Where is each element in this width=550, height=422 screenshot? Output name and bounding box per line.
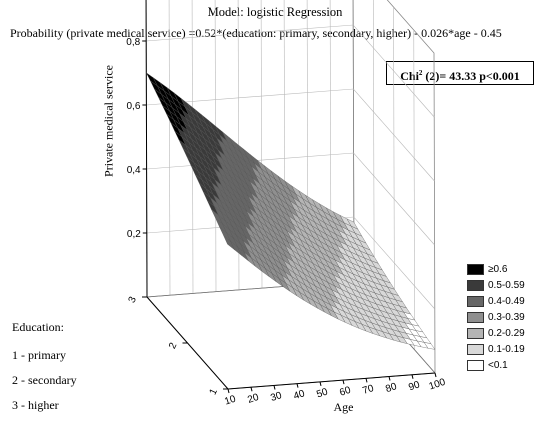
x-tick-label: 80 xyxy=(384,381,398,395)
x-tick-mark xyxy=(388,376,391,381)
x-tick-mark xyxy=(296,383,299,388)
legend-label: 0.3-0.39 xyxy=(488,311,525,323)
z-axis-line xyxy=(145,0,148,298)
legend-label: 0.1-0.19 xyxy=(488,343,525,355)
education-item-primary: 1 - primary xyxy=(12,348,66,362)
x-tick-mark xyxy=(342,379,345,385)
x-tick-mark xyxy=(273,385,276,390)
x-axis-title: Age xyxy=(334,400,354,414)
y-tick-label: 2 xyxy=(167,341,180,351)
x-tick-label: 20 xyxy=(246,392,260,406)
legend-swatch xyxy=(467,263,484,275)
legend-item: <0.1 xyxy=(467,357,525,373)
stat-prefix: Chi xyxy=(400,69,419,83)
z-tick-label: 0,4 xyxy=(127,165,141,176)
education-item-secondary: 2 - secondary xyxy=(12,373,77,387)
legend-label: 0.5-0.59 xyxy=(488,279,525,291)
education-item-higher: 3 - higher xyxy=(12,398,59,412)
side-wall-gridline xyxy=(393,6,395,328)
z-tick-label: 0,2 xyxy=(127,229,141,240)
legend-item: 0.4-0.49 xyxy=(467,293,525,309)
x-tick-label: 100 xyxy=(428,377,448,393)
stat-text: (2)= 43.33 p<0.001 xyxy=(422,69,520,83)
color-legend: ≥0.6 0.5-0.59 0.4-0.49 0.3-0.39 0.2-0.29… xyxy=(467,261,525,373)
legend-swatch xyxy=(467,359,484,371)
x-tick-label: 60 xyxy=(338,385,352,399)
x-tick-mark xyxy=(227,388,230,394)
y-tick-label: 1 xyxy=(208,387,221,397)
legend-item: 0.5-0.59 xyxy=(467,277,525,293)
x-tick-label: 70 xyxy=(361,383,375,397)
legend-swatch xyxy=(467,311,484,323)
education-legend-title: Education: xyxy=(12,320,64,334)
x-axis-line xyxy=(227,372,436,390)
x-tick-label: 40 xyxy=(292,388,306,402)
chart-title: Model: logistic Regression xyxy=(207,5,343,19)
x-tick-mark xyxy=(319,381,322,387)
legend-swatch xyxy=(467,327,484,339)
z-tick-label: 0,6 xyxy=(126,101,140,112)
legend-item: ≥0.6 xyxy=(467,261,525,277)
y-tick-label: 3 xyxy=(127,295,140,305)
legend-swatch xyxy=(467,343,484,355)
legend-swatch xyxy=(467,295,484,307)
legend-label: 0.4-0.49 xyxy=(488,295,525,307)
legend-item: 0.1-0.19 xyxy=(467,341,525,357)
stat-superscript: 2 xyxy=(418,69,423,77)
z-tick-label: 0,8 xyxy=(126,37,140,48)
z-gridline xyxy=(146,88,435,182)
back-wall-gridline xyxy=(168,0,171,296)
z-gridline xyxy=(146,216,436,310)
side-wall-gridline xyxy=(413,29,416,351)
legend-label: ≥0.6 xyxy=(488,263,508,275)
x-tick-mark xyxy=(411,374,414,379)
legend-swatch xyxy=(467,279,484,291)
legend-label: 0.2-0.29 xyxy=(488,327,525,339)
surface-patch xyxy=(146,72,158,86)
legend-item: 0.2-0.29 xyxy=(467,325,525,341)
x-tick-mark xyxy=(365,378,368,383)
x-tick-label: 90 xyxy=(407,379,421,393)
legend-item: 0.3-0.39 xyxy=(467,309,525,325)
x-tick-label: 10 xyxy=(223,394,237,408)
x-tick-label: 30 xyxy=(269,390,283,404)
x-tick-mark xyxy=(434,372,437,378)
model-formula: Probability (private medical service) =0… xyxy=(10,26,502,40)
chi-square-box: Chi2 (2)= 43.33 p<0.001 xyxy=(386,61,534,85)
x-tick-mark xyxy=(250,387,253,392)
z-axis-title: Private medical service xyxy=(101,65,115,177)
x-tick-label: 50 xyxy=(315,386,329,400)
side-wall-gridline xyxy=(372,0,375,305)
z-gridline xyxy=(146,24,435,118)
legend-label: <0.1 xyxy=(488,359,508,371)
